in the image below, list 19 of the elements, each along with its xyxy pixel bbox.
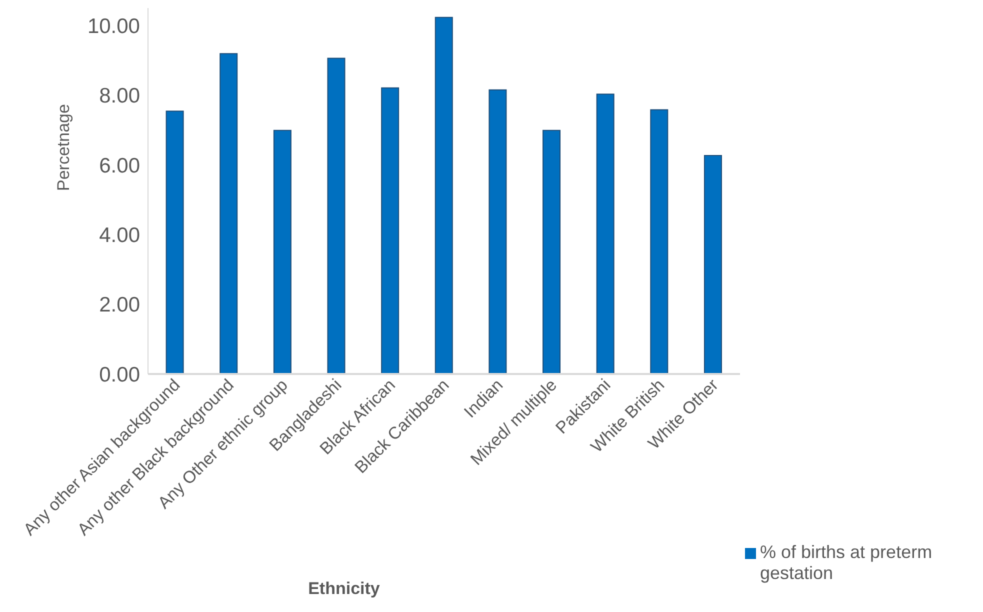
y-tick-label: 6.00 [99, 154, 140, 178]
y-tick-label: 4.00 [99, 224, 140, 248]
bar [488, 89, 507, 374]
legend-label: % of births at preterm gestation [760, 542, 934, 584]
bar [704, 154, 722, 374]
x-axis-title: Ethnicity [308, 579, 380, 598]
bar [434, 16, 453, 374]
bar [650, 109, 668, 374]
y-tick-label: 8.00 [99, 84, 140, 108]
y-tick-label: 10.00 [87, 14, 140, 38]
bar [273, 130, 292, 374]
bar [220, 53, 238, 374]
bar [166, 110, 184, 374]
y-tick-label: 2.00 [99, 294, 140, 317]
bar [542, 130, 561, 374]
bar [596, 94, 614, 374]
y-axis-title: Percetnage [54, 104, 74, 191]
bar [327, 58, 346, 374]
bar [381, 87, 400, 374]
